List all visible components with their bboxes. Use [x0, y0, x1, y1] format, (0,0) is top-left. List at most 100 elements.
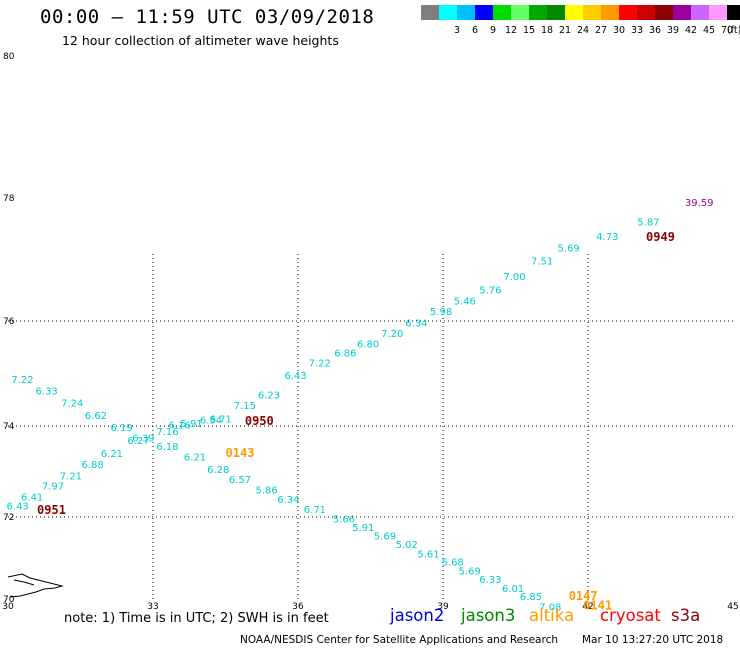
legend-swatch — [673, 5, 691, 20]
wave-height-value: 39.59 — [685, 198, 714, 209]
satellite-label-jason3: jason3 — [461, 606, 516, 625]
wave-height-value: 7.15 — [234, 401, 256, 412]
legend-swatch — [421, 5, 439, 20]
legend-swatch — [637, 5, 655, 20]
legend-swatch — [439, 5, 457, 20]
wave-height-value: 6.71 — [210, 414, 232, 425]
satellite-label-altika: altika — [529, 606, 575, 625]
legend-label: 24 — [576, 25, 590, 36]
footer-note: note: 1) Time is in UTC; 2) SWH is in fe… — [64, 611, 329, 626]
wave-height-value: 5.02 — [396, 540, 418, 551]
legend-swatch — [601, 5, 619, 20]
satellite-label-s3a: s3a — [671, 606, 701, 625]
pass-time-label: 0143 — [226, 446, 255, 460]
wave-height-value: 6.23 — [258, 391, 280, 402]
wave-height-value: 6.18 — [156, 442, 178, 453]
wave-height-value: 6.54 — [200, 415, 222, 426]
wave-height-value: 6.43 — [284, 371, 306, 382]
legend-swatch — [457, 5, 475, 20]
legend-label: 9 — [489, 25, 497, 36]
wave-height-value: 5.69 — [558, 244, 580, 255]
wave-height-value: 5.66 — [333, 514, 355, 525]
lat-tick-label: 78 — [3, 194, 15, 204]
wave-height-value: 5.69 — [374, 532, 396, 543]
lat-tick-label: 74 — [3, 422, 15, 432]
wave-height-value: 6.27 — [127, 436, 149, 447]
wave-height-value: 6.21 — [184, 453, 206, 464]
axis-labels: 30 33 36 39 42 45 80 78 76 74 72 70 — [2, 52, 738, 612]
legend-label: 12 — [504, 25, 518, 36]
lat-tick-label: 76 — [3, 317, 15, 327]
wave-height-value: 7.16 — [156, 427, 178, 438]
wave-height-value: 5.91 — [181, 419, 203, 430]
legend-swatch — [547, 5, 565, 20]
credit-line: NOAA/NESDIS Center for Satellite Applica… — [240, 634, 558, 646]
map-grid — [8, 254, 733, 599]
legend-swatch — [565, 5, 583, 20]
legend-label: 3 — [453, 25, 461, 36]
legend-swatch — [619, 5, 637, 20]
wave-height-value: 7.22 — [309, 359, 331, 370]
wave-height-value: 7.21 — [60, 472, 82, 483]
wave-height-value: 4.73 — [596, 232, 618, 243]
pass-time-label: 0951 — [37, 503, 66, 517]
pass-time-label: 0949 — [646, 230, 675, 244]
wave-height-value: 7.00 — [503, 272, 525, 283]
wave-height-value: 6.43 — [7, 501, 29, 512]
wave-height-value: 7.20 — [381, 329, 403, 340]
legend-unit: (ft) — [727, 25, 740, 36]
lon-tick-label: 30 — [2, 602, 14, 612]
wave-height-value: 7.22 — [11, 375, 33, 386]
coastline-outline — [7, 573, 64, 598]
wave-height-value: 7.08 — [539, 602, 561, 613]
observations: 6.436.417.977.216.886.216.277.166.165.91… — [7, 198, 714, 613]
lat-tick-label: 80 — [3, 52, 15, 62]
wave-height-value: 6.33 — [36, 387, 58, 398]
wave-height-value: 5.61 — [417, 550, 439, 561]
wave-height-value: 5.91 — [352, 523, 374, 534]
pass-time-label: 0141 — [583, 598, 612, 612]
wave-height-value: 6.86 — [334, 349, 356, 360]
wave-height-value: 5.98 — [430, 307, 452, 318]
legend-label: 21 — [558, 25, 572, 36]
satellite-label-cryosat: cryosat — [600, 606, 661, 625]
wave-height-value: 6.71 — [304, 505, 326, 516]
map-title: 00:00 – 11:59 UTC 03/09/2018 — [40, 6, 375, 28]
lat-tick-label: 70 — [3, 595, 15, 605]
wave-height-value: 6.34 — [277, 495, 299, 506]
map-subtitle: 12 hour collection of altimeter wave hei… — [62, 33, 339, 48]
legend-swatch — [583, 5, 601, 20]
wave-height-value: 5.68 — [442, 557, 464, 568]
legend-swatch — [493, 5, 511, 20]
wave-height-value: 5.46 — [454, 296, 476, 307]
wave-height-value: 6.21 — [101, 449, 123, 460]
lon-tick-label: 42 — [582, 602, 593, 612]
legend-swatch — [709, 5, 727, 20]
lon-tick-label: 36 — [292, 602, 304, 612]
wave-height-value: 5.69 — [458, 566, 480, 577]
lat-tick-label: 72 — [3, 513, 14, 523]
legend-swatch — [511, 5, 529, 20]
lon-tick-label: 39 — [437, 602, 449, 612]
wave-height-value: 6.34 — [405, 318, 427, 329]
wave-height-value: 6.85 — [520, 592, 542, 603]
wave-height-value: 6.28 — [207, 465, 229, 476]
legend-label: 33 — [630, 25, 644, 36]
wave-height-value: 6.62 — [85, 411, 107, 422]
legend-label: 30 — [612, 25, 626, 36]
coastline — [7, 573, 64, 598]
legend-label: 39 — [666, 25, 680, 36]
legend-label: 45 — [702, 25, 716, 36]
wave-height-value: 7.51 — [531, 256, 553, 267]
legend-label: 15 — [522, 25, 536, 36]
wave-height-value: 6.41 — [21, 493, 43, 504]
pass-time-label: 0950 — [245, 414, 274, 428]
wave-height-value: 6.19 — [110, 423, 132, 434]
legend-swatch — [691, 5, 709, 20]
satellite-label-jason2: jason2 — [390, 606, 445, 625]
legend-swatch — [655, 5, 673, 20]
wave-height-value: 6.39 — [132, 433, 154, 444]
wave-height-value: 5.87 — [637, 218, 659, 229]
generated-timestamp: Mar 10 13:27:20 UTC 2018 — [582, 634, 724, 646]
